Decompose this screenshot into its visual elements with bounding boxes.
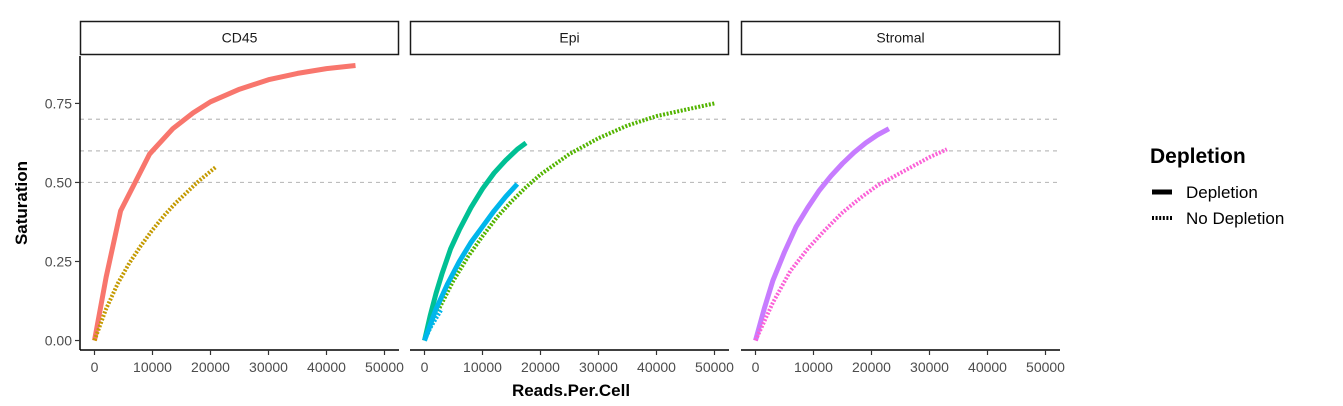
facet-strip-label: CD45: [222, 30, 258, 46]
legend-entry-label: No Depletion: [1186, 209, 1284, 228]
series-line: [753, 126, 891, 342]
series-line: [422, 140, 528, 342]
series-line: [92, 165, 218, 342]
y-tick-label: 0.50: [45, 174, 72, 190]
x-axis-title: Reads.Per.Cell: [512, 381, 630, 400]
facet-strip-label: Epi: [559, 30, 579, 46]
x-tick-label: 0: [752, 359, 760, 375]
y-tick-label: 0.75: [45, 95, 72, 111]
legend-title: Depletion: [1150, 145, 1246, 168]
facet-panel-cd45: CD45 0.00 0.25 0.50 0.75 0 10000 20000 30000 4000…: [45, 20, 404, 375]
series-line: [422, 307, 444, 342]
series-line: [92, 63, 356, 341]
x-tick-label: 50000: [1026, 359, 1065, 375]
x-tick-label: 50000: [365, 359, 404, 375]
x-tick-label: 40000: [968, 359, 1007, 375]
legend-entry-label: Depletion: [1186, 183, 1258, 202]
x-tick-label: 30000: [579, 359, 618, 375]
x-tick-label: 30000: [249, 359, 288, 375]
facet-panel-stromal: Stromal 0 10000 20000 30000 40000 50000: [740, 20, 1065, 375]
y-tick-label: 0.25: [45, 253, 72, 269]
x-tick-label: 30000: [910, 359, 949, 375]
facet-strip-label: Stromal: [876, 30, 924, 46]
facet-panels: CD45 0.00 0.25 0.50 0.75 0 10000 20000 30000 4000…: [45, 20, 1065, 375]
y-tick-label: 0.00: [45, 333, 72, 349]
series-line: [422, 101, 715, 342]
facet-strip: [409, 20, 730, 56]
x-tick-label: 10000: [463, 359, 502, 375]
x-tick-label: 0: [421, 359, 429, 375]
x-tick-label: 20000: [852, 359, 891, 375]
facet-panel-epi: Epi 0 10000 20000 30000 40000 50000: [409, 20, 734, 375]
x-tick-label: 40000: [307, 359, 346, 375]
y-axis-title: Saturation: [12, 161, 31, 245]
x-tick-label: 0: [91, 359, 99, 375]
facet-strip: [740, 20, 1061, 56]
x-tick-label: 40000: [637, 359, 676, 375]
x-tick-label: 10000: [794, 359, 833, 375]
x-tick-label: 20000: [521, 359, 560, 375]
x-tick-label: 20000: [191, 359, 230, 375]
facet-strip: [79, 20, 400, 56]
x-tick-label: 50000: [695, 359, 734, 375]
legend: Depletion Depletion No Depletion: [1150, 145, 1284, 228]
x-tick-label: 10000: [133, 359, 172, 375]
series-line: [422, 182, 520, 342]
series-line: [753, 147, 948, 342]
